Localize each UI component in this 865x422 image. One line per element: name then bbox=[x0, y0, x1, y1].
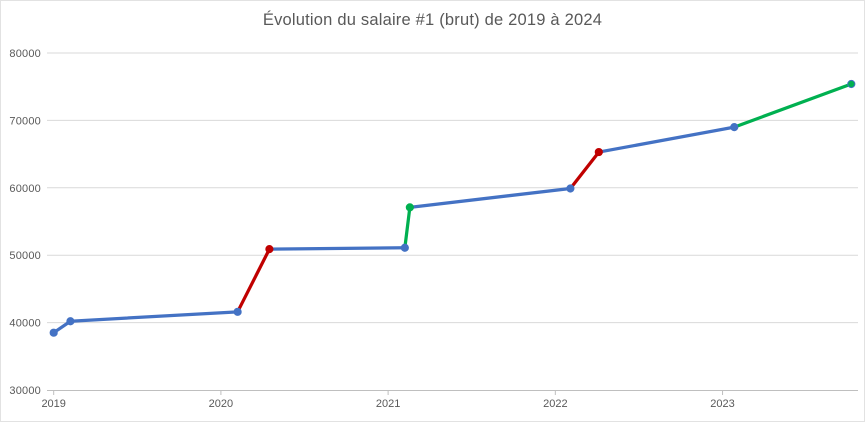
y-axis-tick-label: 40000 bbox=[9, 318, 41, 330]
x-axis-tick-label: 2021 bbox=[376, 398, 400, 410]
line-segment bbox=[403, 205, 412, 250]
data-point-marker bbox=[49, 328, 58, 337]
data-point-marker bbox=[594, 147, 603, 157]
x-axis bbox=[47, 390, 858, 395]
line-segment bbox=[408, 186, 573, 209]
chart-title: Évolution du salaire #1 (brut) de 2019 à… bbox=[262, 11, 603, 29]
x-axis-labels: 2019 2020 2021 2022 2023 bbox=[41, 398, 734, 410]
line-segment bbox=[732, 82, 853, 129]
data-point-marker bbox=[566, 184, 575, 193]
gridlines bbox=[47, 52, 858, 324]
y-axis-tick-label: 80000 bbox=[9, 48, 41, 60]
line-segment bbox=[236, 247, 272, 314]
line-segment bbox=[568, 150, 601, 191]
x-axis-tick-label: 2023 bbox=[710, 398, 734, 410]
data-point-marker bbox=[400, 243, 409, 252]
line-segment bbox=[68, 310, 240, 323]
data-point-marker bbox=[233, 307, 242, 316]
y-axis-labels: 30000 40000 50000 60000 70000 80000 bbox=[9, 48, 41, 397]
data-point-marker bbox=[405, 203, 414, 212]
data-point-marker bbox=[265, 245, 274, 254]
x-axis-tick-label: 2019 bbox=[41, 398, 65, 410]
y-axis-tick-label: 70000 bbox=[9, 115, 41, 127]
x-axis-tick-label: 2020 bbox=[209, 398, 233, 410]
line-segment bbox=[597, 125, 736, 154]
x-axis-tick-label: 2022 bbox=[543, 398, 567, 410]
data-point-marker bbox=[66, 317, 75, 326]
line-segment bbox=[267, 246, 407, 251]
y-axis-tick-label: 50000 bbox=[9, 250, 41, 262]
data-point-markers bbox=[49, 79, 856, 337]
data-point-marker bbox=[847, 79, 856, 89]
y-axis-tick-label: 30000 bbox=[9, 385, 41, 397]
data-point-marker bbox=[730, 123, 739, 132]
line-segments bbox=[52, 82, 853, 335]
y-axis-tick-label: 60000 bbox=[9, 183, 41, 195]
